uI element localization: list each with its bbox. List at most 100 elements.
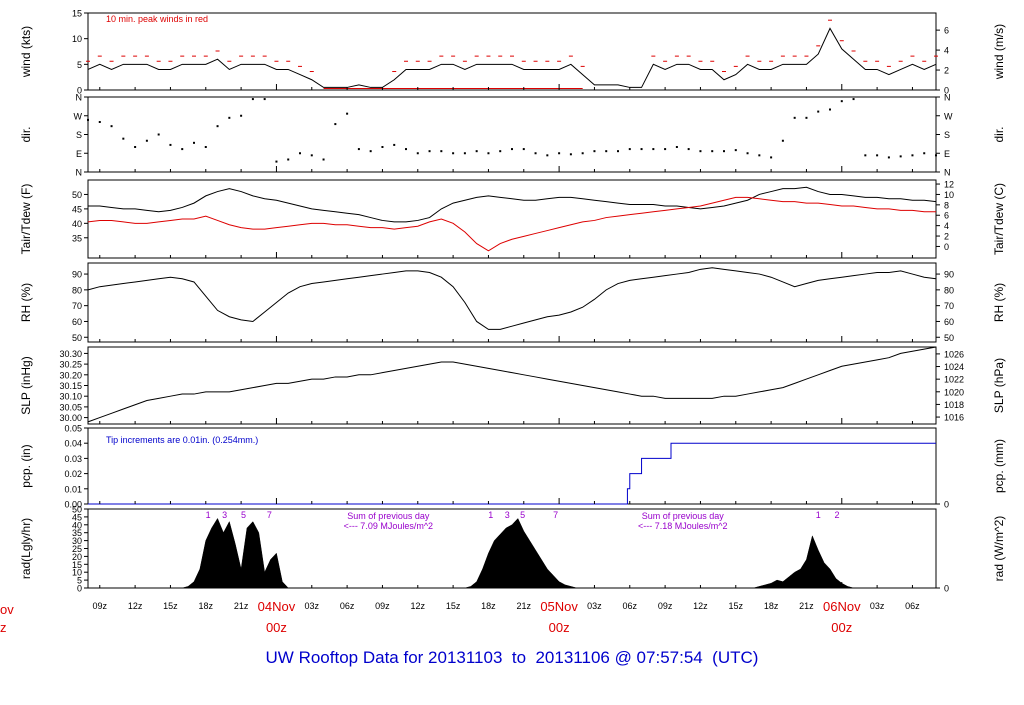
series-point (369, 150, 372, 153)
rad-summary-title: Sum of previous day (347, 511, 430, 521)
series-point (393, 143, 396, 146)
x-day-label: 06Nov (823, 599, 861, 614)
y2-tick-label: 50 (944, 333, 954, 343)
rad-hour-marker: 3 (222, 510, 227, 520)
series-point (405, 148, 407, 151)
x-tick-label: 21z (234, 601, 249, 611)
series-point (569, 153, 572, 156)
x-tick-label: 18z (199, 601, 214, 611)
y-tick-label: E (76, 149, 82, 159)
y-axis-title: pcp. (in) (19, 444, 33, 487)
y-tick-label: 0.05 (64, 424, 82, 434)
series-point (463, 152, 466, 155)
y-tick-label: 0 (77, 584, 82, 594)
series-point (640, 148, 643, 151)
series-line (88, 442, 936, 505)
series-point (240, 114, 243, 117)
series-point (734, 149, 737, 152)
y-tick-label: 30.15 (59, 381, 82, 391)
x-day-zulu-cut: z (0, 620, 7, 635)
series-point (216, 125, 219, 128)
y2-tick-label: 70 (944, 301, 954, 311)
y-tick-label: 0.03 (64, 454, 82, 464)
panel-frame (87, 262, 937, 343)
y2-axis-title: rad (W/m^2) (992, 516, 1006, 582)
y-tick-label: 50 (72, 333, 82, 343)
y2-axis-title: dir. (992, 126, 1006, 142)
y-tick-label: 35 (72, 233, 82, 243)
y-tick-label: 10 (72, 568, 82, 578)
x-day-label: 04Nov (258, 599, 296, 614)
y2-axis-title: pcp. (mm) (992, 439, 1006, 493)
y-tick-label: 10 (72, 34, 82, 44)
y-tick-label: 35 (72, 528, 82, 538)
series-point (723, 150, 725, 153)
series-point (357, 148, 360, 151)
x-tick-label: 15z (446, 601, 461, 611)
series-point (546, 154, 549, 157)
series-point (593, 150, 596, 153)
rad-hour-marker: 7 (553, 510, 558, 520)
y2-tick-label: E (944, 149, 950, 159)
y-tick-label: 70 (72, 301, 82, 311)
series-point (287, 158, 290, 161)
y-tick-label: 15 (72, 9, 82, 19)
series-point (299, 152, 301, 155)
x-tick-label: 03z (305, 601, 320, 611)
rad-summary-title: Sum of previous day (642, 511, 725, 521)
series-point (852, 98, 855, 101)
series-point (899, 155, 902, 158)
panel-rh: 50 60 70 80 90 50 60 70 80 90 RH (%) RH (%) (19, 262, 1006, 343)
y2-tick-label: 0 (944, 584, 949, 594)
rad-hour-marker: 7 (267, 510, 272, 520)
series-point (887, 156, 890, 159)
series-point (522, 148, 525, 151)
y2-tick-label: 4 (944, 221, 949, 231)
y2-axis-title: RH (%) (992, 283, 1006, 322)
series-point (263, 98, 266, 101)
y2-tick-label: W (944, 111, 953, 121)
y-tick-label: 40 (72, 520, 82, 530)
series-point (817, 110, 820, 113)
series-point (251, 98, 254, 101)
x-tick-label: 15z (163, 601, 178, 611)
series-point (805, 116, 808, 119)
y2-tick-label: 0 (944, 86, 949, 96)
series-line (87, 346, 937, 423)
series-point (840, 100, 843, 103)
time-axis: 09z 12z 15z 18z 21z 03z 06z 09z 12z 15z 18z 21z 03z 0… (0, 599, 920, 635)
x-day-zulu: 00z (549, 620, 570, 635)
series-point (381, 146, 384, 148)
y2-tick-label: 12 (944, 180, 954, 190)
x-tick-label: 12z (128, 601, 143, 611)
series-point (334, 123, 337, 126)
x-tick-label: 21z (517, 601, 532, 611)
y-tick-label: 5 (77, 576, 82, 586)
series-point (475, 150, 478, 153)
y-tick-label: 0.02 (64, 469, 82, 479)
rad-hour-marker: 2 (835, 510, 840, 520)
series-area (88, 517, 936, 589)
y-tick-label: 30.10 (59, 392, 82, 402)
series-point (193, 141, 195, 144)
series-point (664, 148, 667, 151)
x-tick-label: 15z (729, 601, 744, 611)
y2-tick-label: 1022 (944, 375, 964, 385)
series-point (793, 116, 796, 119)
rad-hour-marker: 1 (488, 510, 493, 520)
y2-tick-label: 1018 (944, 400, 964, 410)
y-tick-label: 0 (77, 86, 82, 96)
series-point (428, 150, 431, 153)
y-tick-label: 60 (72, 317, 82, 327)
series-point (581, 152, 584, 155)
y2-tick-label: 60 (944, 317, 954, 327)
y2-tick-label: 1016 (944, 413, 964, 423)
series-point (923, 152, 926, 155)
series-point (911, 154, 914, 157)
rad-hour-marker: 5 (241, 510, 246, 520)
